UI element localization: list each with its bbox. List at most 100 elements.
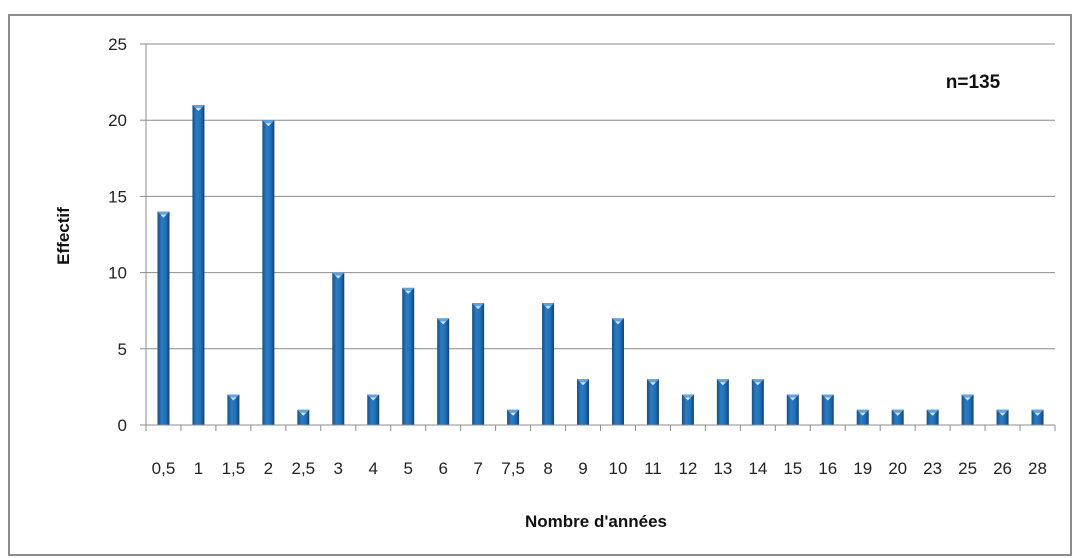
x-tick-label: 8 xyxy=(543,459,552,478)
bar-cap-highlight xyxy=(789,397,796,401)
y-tick-label: 25 xyxy=(108,35,127,54)
bar xyxy=(402,287,415,425)
bar-cap-highlight xyxy=(370,397,377,401)
x-tick-label: 2,5 xyxy=(292,459,316,478)
y-tick-label: 0 xyxy=(118,416,127,435)
bar-cap xyxy=(681,394,694,398)
bar-cap xyxy=(157,211,170,215)
bar-cap xyxy=(507,409,520,413)
x-tick-label: 3 xyxy=(334,459,343,478)
bar xyxy=(961,394,974,425)
x-tick-label: 20 xyxy=(888,459,907,478)
x-tick-label: 25 xyxy=(958,459,977,478)
bar xyxy=(646,379,659,425)
gridlines xyxy=(146,43,1055,350)
bar-cap-highlight xyxy=(1034,412,1041,416)
bar xyxy=(542,303,555,425)
bar-cap xyxy=(1031,409,1044,413)
x-tick-label: 10 xyxy=(609,459,628,478)
x-tick-label: 6 xyxy=(438,459,447,478)
bar xyxy=(856,409,869,425)
bar xyxy=(1031,409,1044,425)
bar-body xyxy=(926,409,939,425)
bar-cap-highlight xyxy=(545,306,552,310)
bar-cap-highlight xyxy=(265,123,272,127)
bar-cap xyxy=(926,409,939,413)
bar xyxy=(926,409,939,425)
bar xyxy=(227,394,240,425)
bar xyxy=(891,409,904,425)
x-tick-label: 1 xyxy=(194,459,203,478)
bar-body xyxy=(611,318,624,425)
bar-cap xyxy=(402,287,415,291)
bar-cap-highlight xyxy=(580,382,587,386)
bar-body xyxy=(402,287,415,425)
bar-cap-highlight xyxy=(719,382,726,386)
bar-body xyxy=(157,211,170,425)
bar-body xyxy=(192,104,205,426)
x-tick-label: 26 xyxy=(993,459,1012,478)
bar xyxy=(297,409,310,425)
x-tick-label: 12 xyxy=(678,459,697,478)
bar-cap xyxy=(192,104,205,108)
bar xyxy=(821,394,834,425)
bar-cap-highlight xyxy=(614,321,621,325)
bar-cap-highlight xyxy=(475,306,482,310)
bar-cap-highlight xyxy=(405,290,412,294)
bar-cap xyxy=(542,303,555,307)
bar-body xyxy=(961,394,974,425)
bar-body xyxy=(856,409,869,425)
bar-cap xyxy=(297,409,310,413)
bar xyxy=(262,120,275,425)
bar-cap xyxy=(821,394,834,398)
bar xyxy=(437,318,450,425)
bar-cap-highlight xyxy=(335,275,342,279)
bar xyxy=(157,211,170,425)
bar-body xyxy=(891,409,904,425)
bar-cap-highlight xyxy=(160,214,167,218)
bar-cap-highlight xyxy=(300,412,307,416)
bar xyxy=(786,394,799,425)
bar-body xyxy=(472,303,485,425)
x-tick-label: 0,5 xyxy=(152,459,176,478)
bar-cap-highlight xyxy=(510,412,517,416)
y-tick-label: 15 xyxy=(108,187,127,206)
x-axis-tick-labels: 0,5 1 1,5 2 2,5 3 4 5 6 7 7,5 8 9 10 11 12 13 14 15 16 19 20 2… xyxy=(152,459,1047,478)
bar xyxy=(996,409,1009,425)
sample-size-annotation: n=135 xyxy=(946,72,1001,93)
bar-cap-highlight xyxy=(195,107,202,111)
x-tick-label: 19 xyxy=(853,459,872,478)
bar-body xyxy=(996,409,1009,425)
bar-cap xyxy=(577,379,590,383)
bar-body xyxy=(681,394,694,425)
bar-body xyxy=(227,394,240,425)
x-tick-label: 7 xyxy=(473,459,482,478)
bar-cap-highlight xyxy=(964,397,971,401)
x-tick-label: 1,5 xyxy=(222,459,246,478)
bar-cap xyxy=(332,272,345,276)
x-axis-title: Nombre d'années xyxy=(525,512,667,531)
bar-cap xyxy=(751,379,764,383)
bar-cap-highlight xyxy=(440,321,447,325)
bars xyxy=(157,104,1044,426)
bar-body xyxy=(646,379,659,425)
x-tick-label: 9 xyxy=(578,459,587,478)
bar-cap-highlight xyxy=(824,397,831,401)
x-tick-label: 5 xyxy=(403,459,412,478)
bar-body xyxy=(262,120,275,425)
bar-cap xyxy=(716,379,729,383)
bar xyxy=(472,303,485,425)
bar-cap xyxy=(646,379,659,383)
bar xyxy=(751,379,764,425)
bar-body xyxy=(507,409,520,425)
axes xyxy=(140,43,1056,431)
bar-cap-highlight xyxy=(999,412,1006,416)
bar-cap xyxy=(856,409,869,413)
bar xyxy=(192,104,205,426)
bar-body xyxy=(786,394,799,425)
chart-frame xyxy=(8,14,1072,556)
y-axis-title: Effectif xyxy=(54,207,73,265)
bar-cap xyxy=(472,303,485,307)
bar-cap xyxy=(437,318,450,322)
